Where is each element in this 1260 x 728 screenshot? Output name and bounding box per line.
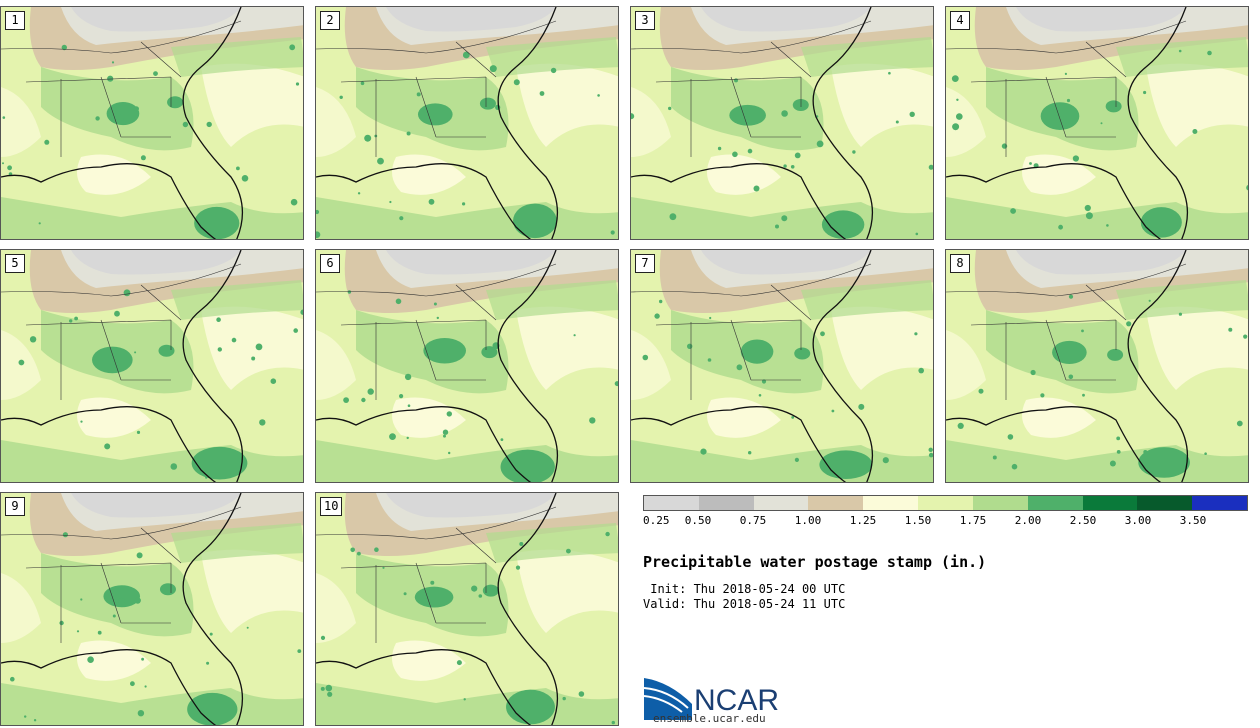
postage-stamp-panel: 1 [0, 6, 304, 240]
colorbar-segment [1137, 496, 1193, 510]
member-number-label: 10 [320, 497, 343, 516]
colorbar-tick-label: 1.50 [904, 514, 932, 527]
logo-url: ensemble.ucar.edu [653, 712, 766, 725]
colorbar-tick-label: 1.75 [959, 514, 987, 527]
precipitable-water-map [1, 493, 303, 725]
member-number-label: 9 [5, 497, 25, 516]
precipitable-water-map [1, 250, 303, 482]
precipitable-water-map [316, 250, 618, 482]
colorbar-tick-label: 1.25 [849, 514, 877, 527]
precipitable-water-map [316, 493, 618, 725]
ncar-logo: NCAR [643, 678, 779, 720]
colorbar-tick-label: 0.50 [684, 514, 712, 527]
colorbar-tick-label: 2.50 [1069, 514, 1097, 527]
postage-stamp-panel: 8 [945, 249, 1249, 483]
postage-stamp-panel: 10 [315, 492, 619, 726]
colorbar-tick-label: 0.75 [739, 514, 767, 527]
init-time: Init: Thu 2018-05-24 00 UTC [643, 582, 846, 596]
member-number-label: 7 [635, 254, 655, 273]
colorbar-tick-label: 0.25 [643, 514, 670, 527]
member-number-label: 3 [635, 11, 655, 30]
member-number-label: 4 [950, 11, 970, 30]
postage-stamp-panel: 4 [945, 6, 1249, 240]
precipitable-water-map [631, 250, 933, 482]
postage-stamp-panel: 7 [630, 249, 934, 483]
colorbar-segment [808, 496, 864, 510]
postage-stamp-panel: 6 [315, 249, 619, 483]
member-number-label: 2 [320, 11, 340, 30]
colorbar-segment [753, 496, 809, 510]
member-number-label: 1 [5, 11, 25, 30]
ncar-logo-text: NCAR [694, 684, 779, 717]
member-number-label: 6 [320, 254, 340, 273]
colorbar-segment [1027, 496, 1083, 510]
colorbar-segment [972, 496, 1028, 510]
colorbar-segment [863, 496, 919, 510]
colorbar-segment [918, 496, 973, 510]
precipitable-water-map [946, 250, 1248, 482]
member-number-label: 5 [5, 254, 25, 273]
valid-time: Valid: Thu 2018-05-24 11 UTC [643, 597, 846, 611]
colorbar-tick-label: 3.00 [1124, 514, 1152, 527]
precipitable-water-map [631, 7, 933, 239]
colorbar-segment [1082, 496, 1138, 510]
member-number-label: 8 [950, 254, 970, 273]
colorbar-segment [698, 496, 754, 510]
postage-stamp-panel: 9 [0, 492, 304, 726]
precipitable-water-map [946, 7, 1248, 239]
colorbar-segment [644, 496, 699, 510]
chart-title: Precipitable water postage stamp (in.) [643, 553, 987, 571]
postage-stamp-panel: 5 [0, 249, 304, 483]
postage-stamp-panel: 3 [630, 6, 934, 240]
precipitable-water-map [1, 7, 303, 239]
colorbar-tick-label: 3.50 [1179, 514, 1207, 527]
precipitable-water-map [316, 7, 618, 239]
postage-stamp-panel: 2 [315, 6, 619, 240]
colorbar-tick-label: 1.00 [794, 514, 822, 527]
colorbar-tick-label: 2.00 [1014, 514, 1042, 527]
colorbar-segment [1192, 496, 1247, 510]
precipitable-water-colorbar [643, 495, 1248, 511]
